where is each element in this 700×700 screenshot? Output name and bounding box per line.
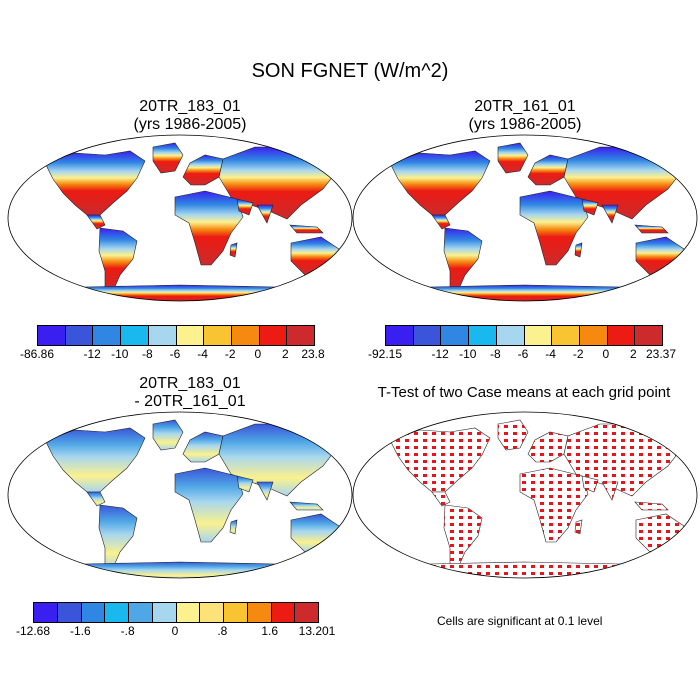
cb3-tick-label: -.8 [120,624,135,638]
cb3-tick-label: -1.6 [69,624,91,638]
cb1-swatch-4 [148,326,177,345]
figure-title: SON FGNET (W/m^2) [251,60,449,82]
cb2-tick-label: 2 [630,347,637,361]
cb2-tick-label: -10 [459,347,477,361]
panel2-title-line2: (yrs 1986-2005) [468,116,582,133]
cb1-swatch-7 [231,326,260,345]
cb3-swatch-1 [57,603,82,622]
panel1-title: 20TR_183_01 (yrs 1986-2005) [20,98,360,134]
cb1-tick-label: 0 [254,347,262,361]
map-panel-3 [7,411,353,579]
panel1-title-line1: 20TR_183_01 [139,98,241,115]
cb1-swatch-8 [259,326,288,345]
cb2-swatch-5 [524,326,553,345]
panel3-title-line1: 20TR_183_01 [139,375,241,392]
cb2-tick-label: -92.15 [367,347,403,361]
cb2-swatch-2 [441,326,470,345]
cb2-swatch-0 [386,326,414,345]
cb3-swatch-11 [295,603,318,622]
cb1-tick-label: -6 [169,347,181,361]
cb1-swatch-3 [121,326,149,345]
cb3-tick-label: .8 [217,624,228,638]
colorbar-panel-2 [385,325,663,346]
map1-land [22,142,352,301]
cb3-swatch-2 [81,603,106,622]
cb1-tick-label: 23.8 [301,347,325,361]
cb1-swatch-2 [93,326,122,345]
map1-border [7,134,353,302]
cb1-tick-label: -8 [142,347,153,361]
cb2-swatch-6 [552,326,580,345]
cb2-tick-label: -12 [431,347,449,361]
cb2-tick-label: -2 [572,347,584,361]
cb2-tick-label: -6 [517,347,529,361]
cb3-tick-label: 13.201 [298,624,336,638]
cb1-tick-label: 2 [282,347,289,361]
cb3-swatch-6 [176,603,201,622]
panel3-title: 20TR_183_01 - 20TR_161_01 [20,375,360,411]
map4-significant-cells [368,420,697,578]
cb3-swatch-7 [200,603,224,622]
panel2-title-line1: 20TR_161_01 [474,98,576,115]
cb3-tick-label: 0 [171,624,179,638]
map-panel-4 [352,411,698,579]
colorbar-panel-1-ticks: -86.86 -12 -10 -8 -6 -4 -2 0 2 23.8 [20,347,325,363]
map2-border [352,134,698,302]
map-panel-2 [352,134,698,302]
cb3-swatch-3 [105,603,129,622]
cb2-swatch-8 [607,326,636,345]
cb2-swatch-1 [413,326,442,345]
cb1-swatch-6 [204,326,232,345]
cb3-swatch-4 [129,603,153,622]
cb3-tick-label: 1.6 [261,624,278,638]
cb1-tick-label: -2 [224,347,236,361]
panel3-title-line2: - 20TR_161_01 [134,393,246,410]
cb3-swatch-9 [247,603,272,622]
cb3-swatch-0 [34,603,58,622]
cb2-tick-label: -4 [545,347,556,361]
cb2-tick-label: 23.37 [645,347,677,361]
cb2-swatch-4 [496,326,525,345]
colorbar-panel-1 [37,325,315,346]
cb1-tick-label: -86.86 [19,347,55,361]
colorbar-panel-3-ticks: -12.68 -1.6 -.8 0 .8 1.6 13.201 [16,624,335,640]
panel1-title-line2: (yrs 1986-2005) [133,116,247,133]
cb2-swatch-7 [579,326,608,345]
cb1-swatch-5 [176,326,205,345]
panel4-title: T-Test of two Case means at each grid po… [348,384,700,402]
cb3-tick-label: -12.68 [15,624,51,638]
panel2-title: 20TR_161_01 (yrs 1986-2005) [355,98,695,134]
cb1-tick-label: -12 [83,347,101,361]
cb3-swatch-8 [224,603,248,622]
colorbar-panel-2-ticks: -92.15 -12 -10 -8 -6 -4 -2 0 2 23.37 [368,347,676,363]
colorbar-panel-3 [33,602,319,623]
cb3-swatch-5 [152,603,177,622]
map3-land [22,419,352,578]
cb1-tick-label: -4 [197,347,208,361]
cb2-swatch-9 [635,326,663,345]
map2-land [367,142,697,301]
cb3-swatch-10 [271,603,296,622]
cb2-tick-label: 0 [602,347,610,361]
cb1-swatch-0 [38,326,66,345]
cb1-swatch-9 [287,326,315,345]
panel4-title-line1: T-Test of two Case means at each grid po… [377,384,671,401]
cb1-swatch-1 [65,326,94,345]
map-panel-1 [7,134,353,302]
cb2-swatch-3 [469,326,497,345]
cb2-tick-label: -8 [490,347,501,361]
map4-border [352,411,698,579]
cb1-tick-label: -10 [111,347,129,361]
map3-border [7,411,353,579]
significance-note: Cells are significant at 0.1 level [437,614,603,628]
